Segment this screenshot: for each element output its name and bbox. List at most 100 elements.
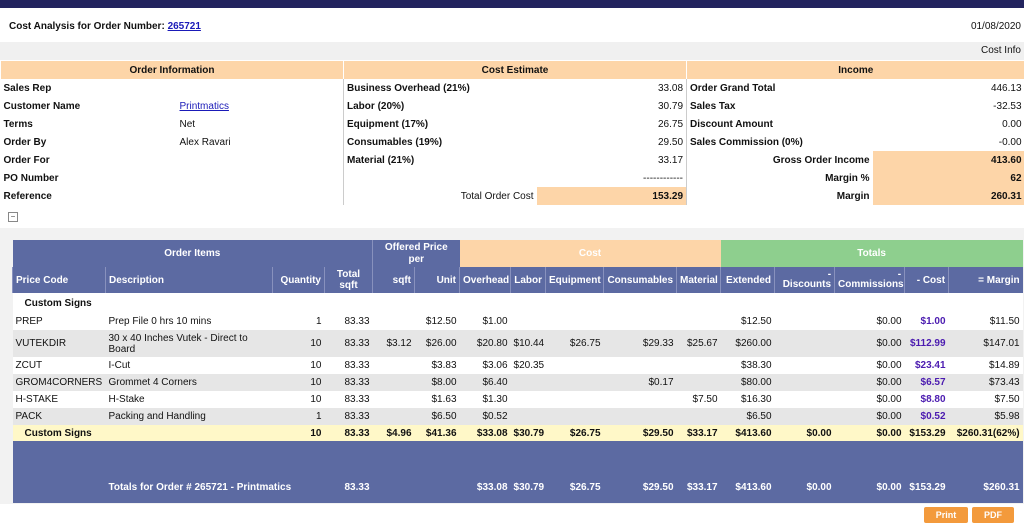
item-group-row: Custom Signs [12,293,1023,313]
summary-header-row: Order Information Cost Estimate Income [0,61,1024,79]
table-cell [774,313,835,330]
table-cell [545,408,604,425]
table-cell: $1.30 [459,391,511,408]
table-cell [676,313,721,330]
table-cell: 10 [272,330,325,357]
table-cell: $12.50 [414,313,460,330]
order-number-link[interactable]: 265721 [167,21,201,32]
totals-heading: Totals [720,240,1023,267]
table-cell: $3.83 [414,357,460,374]
subtotal-cell: 83.33 [324,425,373,441]
table-cell [603,391,677,408]
table-cell [676,408,721,425]
order-summary-table: Order Information Cost Estimate Income S… [0,61,1024,205]
order-info-heading: Order Information [0,61,344,79]
table-cell: $73.43 [948,374,1023,391]
col-overhead[interactable]: Overhead [459,267,511,293]
table-cell: $8.80 [904,391,949,408]
col-unit[interactable]: Unit [414,267,460,293]
cost-estimate-value: 30.79 [536,97,688,115]
table-cell [603,313,677,330]
totals-cell: $33.08 [459,471,511,503]
col-consumables[interactable]: Consumables [603,267,677,293]
col-sqft[interactable]: sqft [372,267,415,293]
cost-estimate-value: 33.08 [536,79,688,97]
col-quantity[interactable]: Quantity [272,267,325,293]
table-cell: PREP [12,313,106,330]
table-cell: 10 [272,357,325,374]
col-margin[interactable]: = Margin [948,267,1023,293]
table-cell: Prep File 0 hrs 10 mins [105,313,273,330]
col-total-sqft[interactable]: Total sqft [323,267,373,293]
table-cell: $10.44 [510,330,546,357]
subtotal-cell: $0.00 [834,425,905,441]
table-cell: ZCUT [12,357,106,374]
top-accent-bar [0,0,1024,8]
cost-info-link[interactable]: Cost Info [980,45,1021,56]
table-cell: $29.33 [603,330,677,357]
subtotal-cell: $153.29 [904,425,949,441]
table-row: PREP Prep File 0 hrs 10 mins 1 83.33 $12.50 $… [12,313,1023,330]
cost-estimate-label: Labor (20%) [347,100,405,112]
table-cell [510,313,546,330]
table-cell [372,391,415,408]
col-cost-label: Cost [922,274,946,286]
col-price-code[interactable]: Price Code [12,267,106,293]
order-date: 01/08/2020 [970,21,1021,32]
table-cell [774,391,835,408]
table-cell: $0.52 [459,408,511,425]
minus-box-icon[interactable]: − [8,212,18,222]
cost-heading: Cost [459,240,721,267]
order-info-label: Order By [3,136,47,148]
col-commissions-label: Commissions [838,278,904,290]
pdf-button[interactable]: PDF [972,507,1014,523]
page-title: Cost Analysis for Order Number: 265721 [9,21,201,32]
income-value: -32.53 [993,100,1022,112]
table-cell: H-Stake [105,391,273,408]
income-highlight-label: Margin % [825,172,870,184]
table-cell: $6.57 [904,374,949,391]
table-cell: $1.00 [904,313,949,330]
table-cell: $14.89 [948,357,1023,374]
subtotal-cell: $0.00 [774,425,835,441]
order-info-label: Terms [3,118,33,130]
table-cell [603,357,677,374]
order-info-label: Sales Rep [3,82,52,94]
table-cell: 83.33 [324,374,373,391]
income-label: Sales Tax [690,100,736,112]
summary-row: Sales Rep Business Overhead (21%) 33.08 … [1,79,1024,97]
customer-name-link[interactable]: Printmatics [179,100,229,112]
table-cell [372,357,415,374]
col-labor[interactable]: Labor [510,267,546,293]
page-header: Cost Analysis for Order Number: 265721 0… [0,8,1024,42]
col-extended[interactable]: Extended [720,267,775,293]
table-cell: $112.99 [904,330,949,357]
table-cell: $147.01 [948,330,1023,357]
print-button[interactable]: Print [924,507,968,523]
col-material[interactable]: Material [676,267,721,293]
table-cell: $8.00 [414,374,460,391]
table-cell: 30 x 40 Inches Vutek - Direct to Board [105,330,273,357]
income-highlight-value: 260.31 [872,187,1024,205]
cost-estimate-divider: ------------ [536,169,688,187]
col-commissions[interactable]: - Commissions [834,267,905,293]
income-label: Order Grand Total [690,82,776,94]
cost-estimate-value: 29.50 [536,133,688,151]
col-discounts[interactable]: - Discounts [774,267,835,293]
col-cost[interactable]: - Cost [904,267,949,293]
col-description[interactable]: Description [105,267,273,293]
order-info-label: Reference [3,190,52,202]
col-equipment[interactable]: Equipment [545,267,604,293]
table-cell: $26.75 [545,330,604,357]
table-cell: Packing and Handling [105,408,273,425]
totals-cell: $0.00 [774,471,835,503]
total-order-cost-label: Total Order Cost [460,190,534,202]
cost-estimate-label: Equipment (17%) [347,118,429,130]
table-cell: 1 [272,313,325,330]
table-cell [545,374,604,391]
items-group-header-row: Order Items Offered Price per Cost Total… [12,240,1023,267]
summary-row: Terms Net Equipment (17%) 26.75 Discount… [1,115,1024,133]
totals-cell: $30.79 [510,471,546,503]
table-cell: $0.52 [904,408,949,425]
table-cell: 83.33 [324,391,373,408]
